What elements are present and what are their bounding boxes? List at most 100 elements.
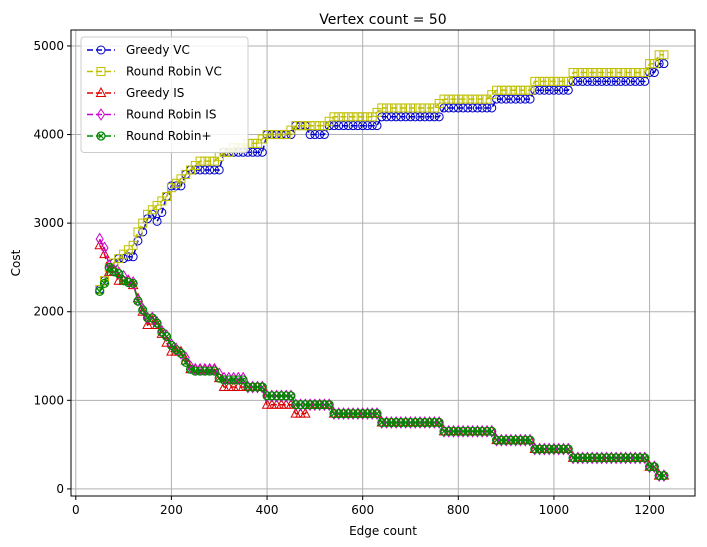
data-point (587, 68, 597, 78)
data-point (334, 112, 344, 122)
data-point (597, 68, 607, 78)
data-point (420, 103, 430, 113)
legend: Greedy VC Round Robin VC Greedy IS Round Ro… (80, 36, 249, 153)
data-point (482, 103, 492, 113)
data-point (257, 382, 267, 392)
data-point (310, 130, 320, 140)
legend-entry: Greedy VC (87, 43, 190, 57)
data-point (587, 76, 597, 86)
data-point (649, 68, 659, 78)
data-point (544, 76, 554, 86)
data-point (535, 76, 545, 86)
data-point (382, 103, 392, 113)
data-point (611, 68, 621, 78)
data-point (592, 76, 602, 86)
data-point (362, 121, 372, 131)
data-point (573, 68, 583, 78)
data-point (128, 252, 138, 262)
data-point (209, 366, 220, 376)
legend-marker (96, 108, 106, 121)
data-point (248, 138, 258, 148)
data-point (621, 68, 631, 78)
x-tick-label: 1200 (634, 503, 665, 517)
data-point (162, 331, 172, 342)
legend-label: Round Robin IS (126, 108, 216, 122)
data-point (339, 112, 349, 122)
data-point (501, 94, 511, 104)
data-point (559, 76, 569, 86)
data-point (157, 208, 167, 218)
data-point (214, 373, 224, 383)
data-point (353, 409, 363, 419)
data-point (410, 112, 420, 122)
data-point (286, 391, 296, 401)
legend-marker (96, 67, 106, 76)
data-point (472, 103, 482, 113)
data-point (654, 59, 664, 69)
data-point (209, 165, 219, 175)
y-axis-label: Cost (9, 249, 23, 276)
data-point (296, 121, 306, 131)
data-point (152, 216, 162, 226)
data-point (640, 76, 650, 86)
series-4 (95, 262, 669, 481)
data-point (640, 68, 650, 78)
data-point (252, 382, 263, 392)
data-point (578, 68, 588, 78)
data-point (109, 267, 119, 277)
data-point (425, 103, 435, 113)
data-point (339, 121, 349, 131)
data-point (205, 165, 215, 175)
data-point (200, 156, 210, 166)
data-point (458, 103, 468, 113)
x-axis-label: Edge count (349, 524, 417, 538)
data-point (597, 76, 607, 86)
legend-entry: Round Robin IS (87, 108, 216, 122)
data-point (334, 121, 344, 131)
data-point (185, 364, 196, 374)
data-point (616, 76, 626, 86)
data-point (453, 94, 463, 104)
data-point (291, 121, 301, 131)
series-line (99, 54, 664, 290)
data-point (205, 156, 215, 166)
data-point (281, 391, 291, 401)
data-point (630, 68, 640, 78)
data-point (520, 85, 530, 95)
data-point (329, 112, 339, 122)
data-point (539, 85, 549, 95)
series-line (99, 62, 664, 290)
legend-marker (96, 45, 106, 55)
data-point (353, 121, 363, 131)
data-point (449, 103, 459, 113)
data-point (100, 241, 109, 255)
data-point (530, 76, 540, 86)
data-point (315, 130, 325, 140)
data-point (310, 121, 320, 131)
data-point (515, 94, 525, 104)
data-point (214, 165, 224, 175)
data-point (257, 147, 267, 157)
data-point (453, 103, 463, 113)
data-point (568, 453, 578, 463)
data-point (549, 85, 559, 95)
x-tick-label: 200 (160, 503, 183, 517)
legend-entry: Greedy IS (87, 86, 184, 100)
data-point (439, 94, 449, 104)
data-point (248, 147, 258, 157)
data-point (645, 59, 655, 69)
data-point (654, 50, 664, 60)
data-point (305, 121, 315, 131)
data-point (276, 130, 286, 140)
data-point (138, 305, 148, 315)
data-point (152, 318, 162, 328)
data-point (396, 112, 406, 122)
series-2 (94, 239, 670, 480)
data-point (506, 85, 516, 95)
data-point (549, 76, 559, 86)
data-point (611, 76, 621, 86)
legend-label: Greedy VC (126, 43, 190, 57)
data-point (396, 103, 406, 113)
y-tick-label: 0 (56, 482, 64, 496)
